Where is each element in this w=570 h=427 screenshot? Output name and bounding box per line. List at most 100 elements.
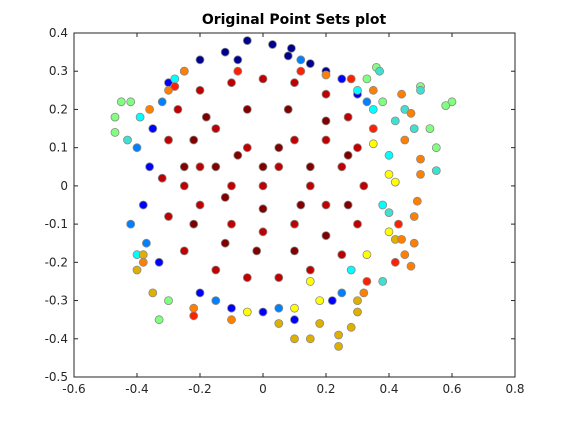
x-tick-label: -0.4: [125, 382, 148, 396]
data-point: [353, 85, 362, 95]
data-point: [305, 265, 315, 275]
y-tick-label: 0.2: [49, 102, 68, 116]
data-point: [283, 105, 293, 114]
data-point: [195, 200, 205, 210]
data-point: [290, 78, 299, 88]
data-point: [179, 181, 189, 191]
data-point: [132, 265, 142, 275]
data-point: [164, 212, 173, 221]
data-point: [179, 246, 189, 256]
data-point: [394, 219, 403, 229]
data-point: [211, 124, 221, 134]
data-point: [416, 169, 425, 179]
data-point: [227, 78, 236, 88]
series-0: [179, 36, 331, 76]
chart-title: Original Point Sets plot: [202, 12, 387, 28]
data-point: [431, 143, 441, 153]
data-point: [321, 200, 331, 210]
series-6: [242, 139, 400, 317]
data-point: [227, 315, 236, 325]
y-tick-label: -0.1: [45, 217, 68, 231]
data-point: [220, 47, 230, 57]
x-tick-label: -0.6: [62, 382, 85, 396]
data-point: [148, 288, 158, 298]
data-point: [315, 319, 325, 328]
data-point: [368, 124, 378, 134]
data-point: [409, 212, 419, 221]
data-point: [362, 74, 372, 84]
data-point: [343, 200, 353, 210]
data-point: [290, 135, 299, 145]
data-point: [233, 55, 243, 65]
data-point: [337, 288, 347, 298]
data-point: [290, 334, 299, 344]
data-point: [378, 276, 388, 286]
data-point: [242, 36, 252, 45]
data-point: [211, 162, 221, 172]
data-point: [334, 330, 344, 340]
data-point: [258, 162, 268, 172]
data-point: [195, 85, 205, 95]
data-point: [283, 51, 293, 61]
data-point: [258, 307, 268, 317]
data-point: [274, 303, 284, 313]
data-point: [378, 200, 388, 210]
data-point: [233, 150, 243, 160]
x-tick-label: 0.6: [442, 382, 461, 396]
data-point: [274, 143, 284, 153]
data-point: [252, 246, 262, 256]
y-axis: -0.5 -0.4 -0.3 -0.2 -0.1 0 0.1 0.2 0.3 0.4: [45, 26, 515, 384]
data-point: [390, 257, 400, 267]
data-point: [290, 246, 299, 256]
y-tick-label: 0.4: [49, 26, 68, 40]
data-point: [334, 341, 344, 351]
data-point: [362, 97, 372, 107]
y-tick-label: 0.3: [49, 64, 68, 78]
y-tick-label: -0.3: [45, 294, 68, 308]
data-point: [425, 124, 435, 134]
data-point: [296, 66, 306, 76]
data-point: [368, 105, 378, 114]
data-point: [258, 74, 268, 84]
data-point: [164, 85, 173, 95]
x-tick-label: 0: [259, 382, 267, 396]
data-point: [242, 307, 252, 317]
y-tick-label: 0.1: [49, 141, 68, 155]
data-point: [406, 108, 416, 118]
data-point: [353, 296, 362, 306]
data-point: [384, 208, 394, 218]
data-point: [154, 315, 164, 325]
data-point: [201, 112, 211, 122]
data-point: [412, 196, 422, 206]
y-tick-label: -0.5: [45, 370, 68, 384]
data-point: [179, 162, 189, 172]
data-point: [211, 296, 221, 306]
data-point: [148, 124, 158, 134]
series-5: [123, 66, 441, 286]
data-point: [359, 288, 369, 298]
data-point: [305, 181, 315, 191]
data-point: [189, 219, 199, 229]
series-4: [110, 63, 457, 325]
data-point: [305, 59, 315, 68]
data-point: [290, 219, 299, 229]
series-11: [179, 105, 353, 256]
data-point: [305, 334, 315, 344]
data-point: [375, 66, 385, 76]
series-10: [157, 74, 369, 283]
data-point: [447, 97, 457, 107]
data-point: [346, 265, 356, 275]
x-tick-label: 0.4: [379, 382, 398, 396]
x-tick-label: 0.2: [316, 382, 335, 396]
data-point: [384, 150, 394, 160]
data-point: [123, 135, 132, 145]
series-9: [170, 66, 403, 321]
data-point: [164, 135, 173, 145]
data-point: [397, 234, 407, 244]
data-point: [409, 124, 419, 134]
data-point: [362, 250, 372, 260]
data-point: [397, 89, 407, 99]
data-point: [274, 273, 284, 283]
data-point: [195, 55, 205, 65]
